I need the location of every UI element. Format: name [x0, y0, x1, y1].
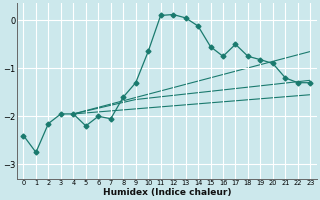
X-axis label: Humidex (Indice chaleur): Humidex (Indice chaleur) — [103, 188, 231, 197]
